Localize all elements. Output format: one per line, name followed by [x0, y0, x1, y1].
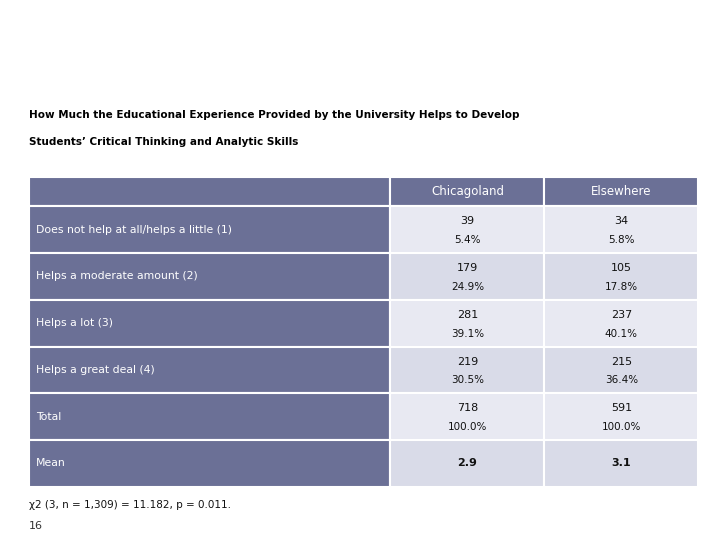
FancyBboxPatch shape	[544, 177, 698, 206]
FancyBboxPatch shape	[29, 206, 390, 253]
Text: 5.8%: 5.8%	[608, 235, 634, 245]
FancyBboxPatch shape	[29, 393, 390, 440]
Text: Helps a lot (3): Helps a lot (3)	[36, 318, 113, 328]
Text: 34: 34	[614, 217, 629, 226]
FancyBboxPatch shape	[390, 206, 544, 253]
Text: 591: 591	[611, 403, 632, 413]
FancyBboxPatch shape	[544, 347, 698, 393]
Text: 36.4%: 36.4%	[605, 375, 638, 385]
FancyBboxPatch shape	[390, 393, 544, 440]
Text: 237: 237	[611, 310, 632, 320]
Text: 100.0%: 100.0%	[602, 422, 641, 432]
Text: 718: 718	[456, 403, 478, 413]
Text: 215: 215	[611, 356, 632, 367]
Text: 39: 39	[460, 217, 474, 226]
FancyBboxPatch shape	[390, 177, 544, 206]
Text: 3.1: 3.1	[611, 458, 631, 469]
Text: Does not help at all/helps a little (1): Does not help at all/helps a little (1)	[36, 225, 232, 235]
Text: Helps a moderate amount (2): Helps a moderate amount (2)	[36, 272, 198, 281]
Text: 100.0%: 100.0%	[448, 422, 487, 432]
Text: 30.5%: 30.5%	[451, 375, 484, 385]
FancyBboxPatch shape	[544, 206, 698, 253]
Text: 40.1%: 40.1%	[605, 328, 638, 339]
Text: 105: 105	[611, 263, 632, 273]
FancyBboxPatch shape	[29, 300, 390, 347]
Text: 219: 219	[456, 356, 478, 367]
Text: Mean: Mean	[36, 458, 66, 469]
Text: Elsewhere: Elsewhere	[591, 185, 652, 198]
FancyBboxPatch shape	[544, 300, 698, 347]
Text: 2.9: 2.9	[457, 458, 477, 469]
FancyBboxPatch shape	[390, 440, 544, 487]
FancyBboxPatch shape	[544, 393, 698, 440]
FancyBboxPatch shape	[29, 253, 390, 300]
FancyBboxPatch shape	[29, 177, 390, 206]
Text: Alumni Results: Alumni Results	[219, 32, 501, 65]
Text: χ2 (3, n = 1,309) = 11.182, p = 0.011.: χ2 (3, n = 1,309) = 11.182, p = 0.011.	[29, 500, 231, 510]
Text: Students’ Critical Thinking and Analytic Skills: Students’ Critical Thinking and Analytic…	[29, 137, 298, 147]
FancyBboxPatch shape	[544, 440, 698, 487]
Text: 24.9%: 24.9%	[451, 282, 484, 292]
Text: 16: 16	[29, 521, 42, 531]
FancyBboxPatch shape	[390, 347, 544, 393]
Text: Chicagoland: Chicagoland	[431, 185, 504, 198]
Text: 5.4%: 5.4%	[454, 235, 481, 245]
Text: How Much the Educational Experience Provided by the University Helps to Develop: How Much the Educational Experience Prov…	[29, 111, 519, 120]
Text: Helps a great deal (4): Helps a great deal (4)	[36, 365, 155, 375]
FancyBboxPatch shape	[544, 253, 698, 300]
Text: 17.8%: 17.8%	[605, 282, 638, 292]
Text: Total: Total	[36, 411, 61, 422]
FancyBboxPatch shape	[390, 253, 544, 300]
FancyBboxPatch shape	[29, 347, 390, 393]
Text: 281: 281	[456, 310, 478, 320]
FancyBboxPatch shape	[29, 440, 390, 487]
FancyBboxPatch shape	[390, 300, 544, 347]
Text: 179: 179	[456, 263, 478, 273]
Text: 39.1%: 39.1%	[451, 328, 484, 339]
